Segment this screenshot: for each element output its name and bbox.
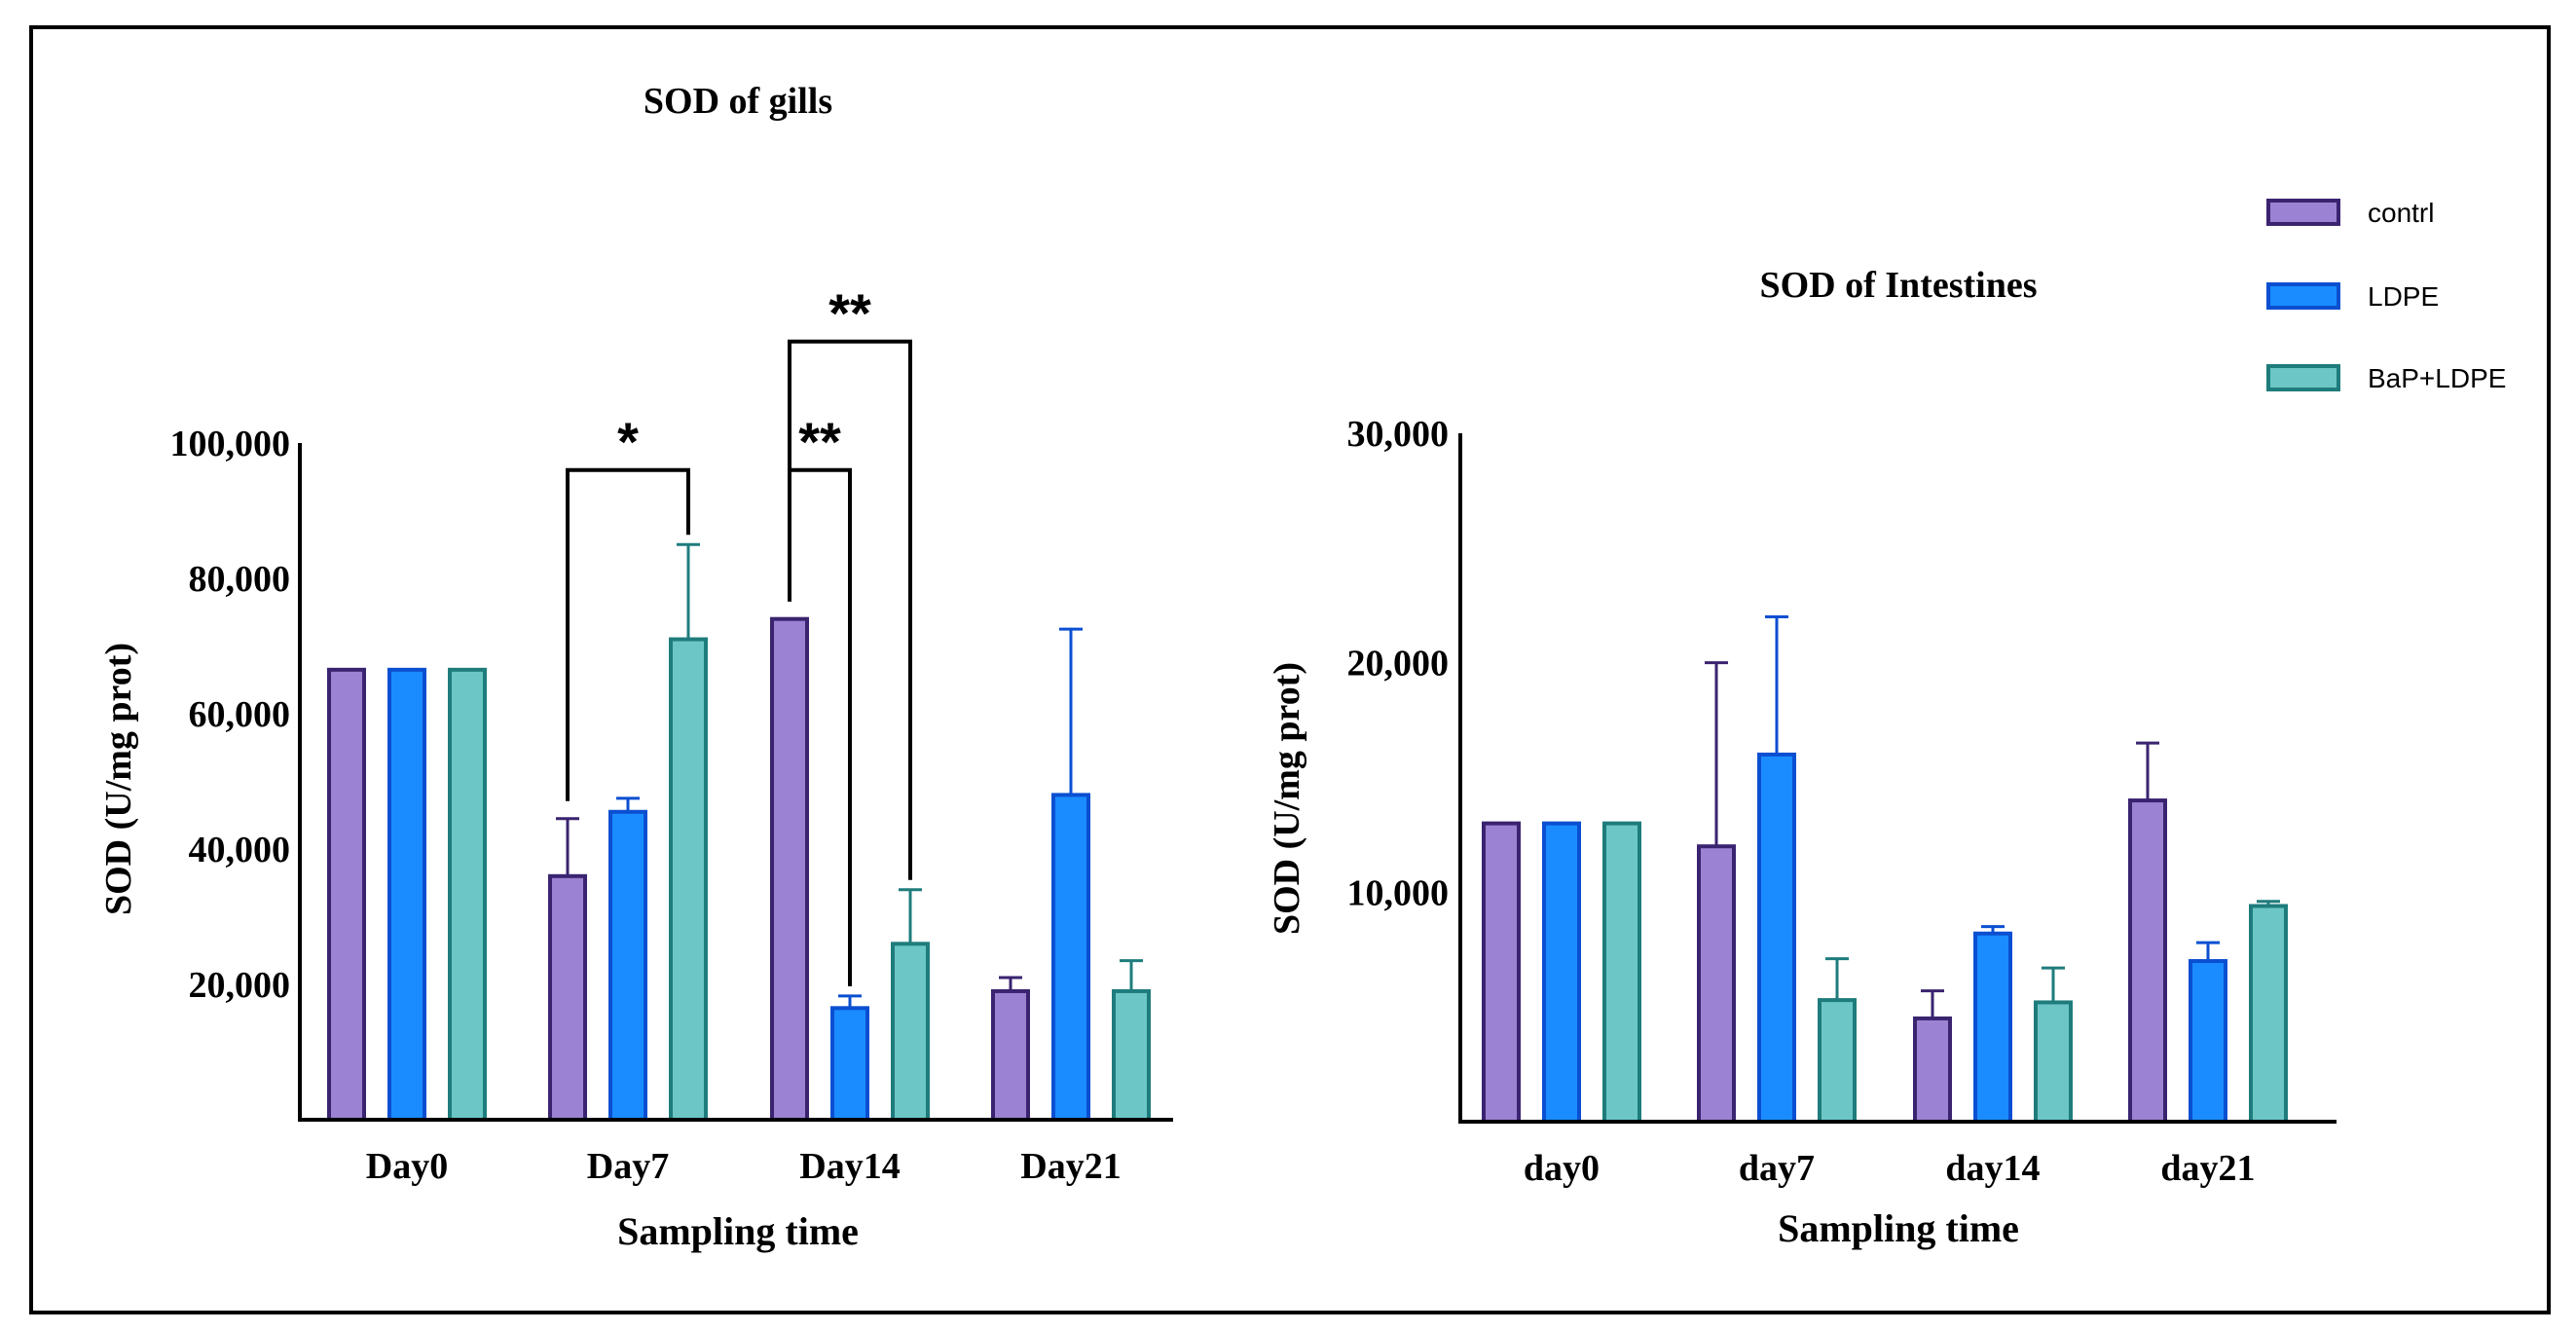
gills-significance-bracket [566,467,690,801]
gills-bars [327,616,1151,1123]
intestines-x-tick-label: day7 [1739,1148,1815,1189]
gills-bar-contrl-day21 [991,988,1030,1123]
gills-bar-ldpe-day21 [1051,793,1090,1123]
gills-bar-ldpe-day7 [608,809,647,1123]
legend-label-ldpe: LDPE [2368,281,2439,312]
gills-x-tick-label: Day7 [587,1146,669,1187]
intestines-bars [1482,752,2288,1125]
intestines-bar-bap-ldpe-day0 [1602,821,1641,1125]
gills-significance: * **** [566,282,912,986]
gills-bar-bap-ldpe-day14 [891,942,930,1122]
intestines-y-ticks: 10,000 20,000 30,000 [1347,414,1450,913]
gills-y-ticks: 20,000 40,000 60,000 80,000 100,000 [170,424,291,1006]
legend-item-ldpe: LDPE [2266,281,2439,312]
gills-y-tick-label: 40,000 [189,830,291,870]
gills-title: SOD of gills [644,81,832,122]
gills-significance-bracket [788,339,912,880]
intestines-bar-contrl-day14 [1913,1016,1952,1124]
figure-border [29,25,2551,1314]
legend: contrl LDPE BaP+LDPE [2266,198,2506,393]
gills-x-tick-label: Day14 [799,1146,900,1187]
intestines-bar-contrl-day21 [2128,798,2167,1124]
intestines-bar-contrl-day0 [1482,821,1521,1125]
intestines-bar-contrl-day7 [1697,844,1736,1124]
intestines-bar-bap-ldpe-day21 [2249,904,2288,1124]
gills-significance-label: ** [828,282,871,344]
intestines-title: SOD of Intestines [1759,265,2037,306]
intestines-x-tick-label: day14 [1945,1148,2040,1189]
intestines-x-ticks: day0 day7 day14 day21 [1524,1148,2256,1189]
gills-x-tick-label: Day21 [1020,1146,1121,1187]
gills-bar-contrl-day0 [327,667,366,1122]
gills-bar-contrl-day7 [548,873,587,1122]
intestines-bar-bap-ldpe-day7 [1818,998,1857,1125]
intestines-y-tick-label: 20,000 [1347,644,1450,684]
gills-bar-ldpe-day14 [830,1006,869,1122]
gills-y-tick-label: 100,000 [170,424,291,464]
intestines-bar-ldpe-day14 [1973,931,2012,1125]
gills-error-bars [556,542,1143,1009]
legend-swatch-contrl [2266,199,2340,226]
gills-bar-contrl-day14 [770,616,809,1122]
gills-bar-ldpe-day0 [387,667,426,1122]
gills-bar-bap-ldpe-day0 [448,667,487,1122]
intestines-x-tick-label: day0 [1524,1148,1600,1189]
gills-x-ticks: Day0 Day7 Day14 Day21 [366,1146,1122,1187]
gills-y-tick-label: 80,000 [189,559,291,600]
gills-bar-bap-ldpe-day7 [669,637,708,1122]
gills-x-axis-label: Sampling time [617,1209,859,1253]
intestines-bar-ldpe-day7 [1757,752,1796,1125]
legend-label-bap-ldpe: BaP+LDPE [2368,363,2506,393]
gills-significance-label: ** [798,411,841,472]
legend-item-bap-ldpe: BaP+LDPE [2266,363,2506,393]
intestines-y-axis-label: SOD (U/mg prot) [1267,662,1307,935]
intestines-bar-ldpe-day0 [1542,821,1581,1125]
gills-x-tick-label: Day0 [366,1146,448,1187]
intestines-bar-bap-ldpe-day14 [2034,1000,2073,1125]
gills-y-tick-label: 20,000 [189,965,291,1006]
intestines-x-tick-label: day21 [2160,1148,2255,1189]
intestines-y-tick-label: 30,000 [1347,414,1450,455]
legend-label-contrl: contrl [2368,198,2434,228]
gills-y-tick-label: 60,000 [189,694,291,735]
intestines-bar-ldpe-day21 [2189,959,2227,1124]
intestines-error-bars [1705,615,2280,1018]
intestines-chart: SOD of Intestines SOD (U/mg prot) Sampli… [1267,265,2337,1250]
legend-item-contrl: contrl [2266,198,2434,228]
legend-swatch-bap-ldpe [2266,364,2340,391]
gills-chart: SOD of gills SOD (U/mg prot) Sampling ti… [98,81,1173,1253]
legend-swatch-ldpe [2266,282,2340,310]
gills-bar-bap-ldpe-day21 [1112,988,1151,1123]
intestines-y-tick-label: 10,000 [1347,872,1450,913]
gills-y-axis-label: SOD (U/mg prot) [98,643,139,915]
intestines-x-axis-label: Sampling time [1778,1206,2019,1250]
gills-significance-label: * [617,411,639,472]
